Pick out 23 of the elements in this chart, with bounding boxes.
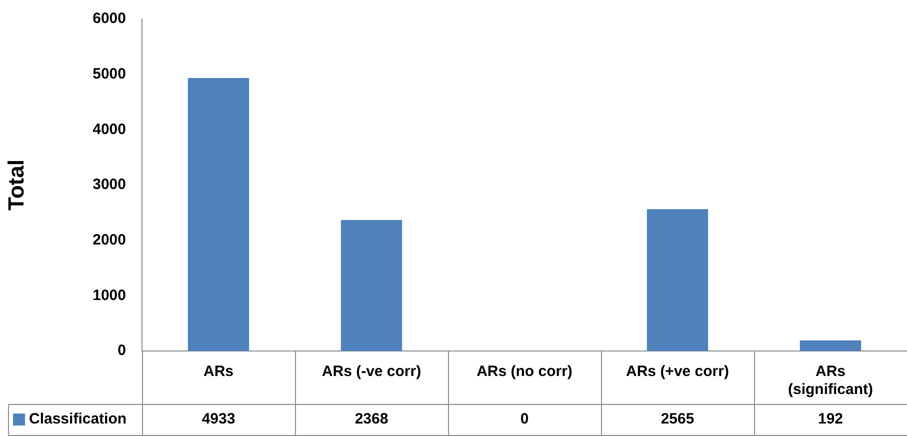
legend-label: Classification bbox=[29, 410, 127, 428]
x-tick-label: ARs (-ve corr) bbox=[322, 363, 422, 380]
y-tick-label: 5000 bbox=[92, 65, 126, 82]
bar bbox=[646, 209, 708, 351]
x-tick-label: ARs (no corr) bbox=[476, 363, 572, 380]
bar bbox=[188, 78, 250, 351]
data-label: 2565 bbox=[660, 410, 694, 428]
data-label: 0 bbox=[520, 410, 529, 428]
y-axis-title: Total bbox=[3, 160, 28, 210]
x-tick-label: ARs (+ve corr) bbox=[626, 363, 729, 380]
y-tick-label: 3000 bbox=[92, 176, 126, 194]
y-tick-label: 2000 bbox=[92, 231, 126, 248]
y-tick-label: 6000 bbox=[92, 10, 126, 28]
y-tick-label: 4000 bbox=[92, 120, 126, 138]
y-tick-label: 1000 bbox=[92, 286, 126, 304]
bar bbox=[340, 220, 402, 351]
data-label: 192 bbox=[818, 410, 844, 428]
x-tick-label: ARs (significant) bbox=[788, 363, 873, 398]
bar bbox=[800, 340, 862, 351]
x-tick-label: ARs bbox=[203, 363, 234, 380]
data-label: 2368 bbox=[354, 410, 388, 428]
data-label: 4933 bbox=[202, 410, 236, 428]
y-tick-label: 0 bbox=[118, 342, 126, 360]
